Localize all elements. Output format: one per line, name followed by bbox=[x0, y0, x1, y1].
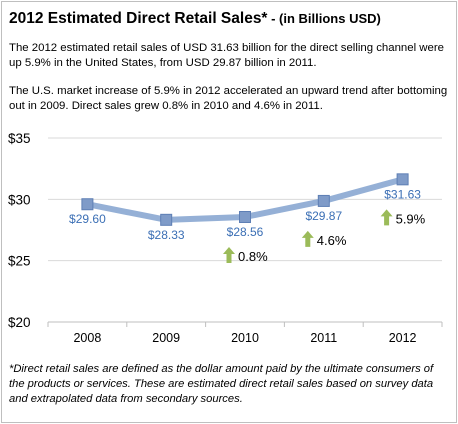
data-point-marker bbox=[317, 194, 330, 207]
x-tick-label: 2009 bbox=[152, 331, 180, 345]
data-label: $29.60 bbox=[69, 212, 106, 226]
data-point-marker bbox=[396, 173, 409, 186]
growth-arrow-icon bbox=[223, 246, 235, 263]
data-label: $28.56 bbox=[227, 225, 264, 239]
y-tick-label: $30 bbox=[8, 192, 31, 207]
x-tick-label: 2010 bbox=[231, 331, 259, 345]
x-tick-label: 2008 bbox=[73, 331, 101, 345]
data-label: $31.63 bbox=[384, 187, 421, 201]
y-tick-label: $20 bbox=[8, 315, 31, 330]
summary-paragraph-1: The 2012 estimated retail sales of USD 3… bbox=[9, 42, 444, 69]
title-subtitle: - (in Billions USD) bbox=[267, 11, 381, 26]
footnote: *Direct retail sales are defined as the … bbox=[9, 363, 434, 405]
y-tick-label: $35 bbox=[8, 131, 31, 146]
x-tick-label: 2011 bbox=[310, 331, 337, 345]
data-point-marker bbox=[160, 213, 173, 226]
growth-label: 4.6% bbox=[317, 233, 347, 248]
growth-arrow-icon bbox=[380, 209, 393, 226]
growth-label: 0.8% bbox=[238, 249, 268, 264]
x-tick-label: 2012 bbox=[389, 331, 417, 345]
data-label: $29.87 bbox=[305, 209, 342, 223]
data-point-marker bbox=[81, 198, 94, 211]
data-label: $28.33 bbox=[148, 228, 185, 242]
growth-label: 5.9% bbox=[396, 211, 426, 226]
y-tick-label: $25 bbox=[8, 254, 31, 269]
growth-arrow-icon bbox=[301, 230, 314, 247]
data-point-marker bbox=[239, 210, 251, 223]
summary-paragraph-2: The U.S. market increase of 5.9% in 2012… bbox=[9, 85, 448, 112]
page-title: 2012 Estimated Direct Retail Sales* - (i… bbox=[9, 10, 381, 28]
title-main: 2012 Estimated Direct Retail Sales* bbox=[9, 10, 268, 27]
